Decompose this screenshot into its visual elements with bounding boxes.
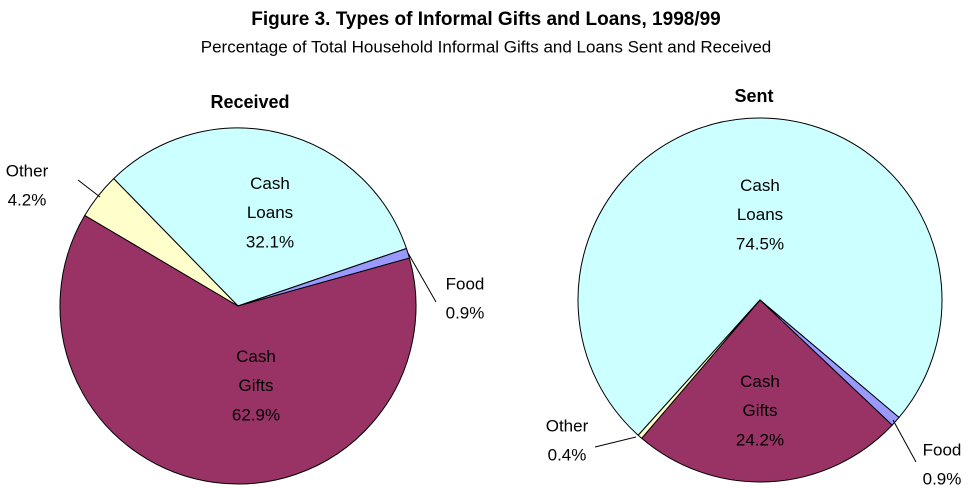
slice-label: Other [546, 416, 589, 435]
value-label: 32.1% [246, 232, 294, 251]
value-label: 0.4% [548, 445, 587, 464]
leader-line [407, 252, 437, 303]
pie-slice [112, 127, 408, 307]
slice-label: Cash Gifts [236, 347, 276, 395]
pie-slice [637, 299, 761, 439]
leader-line [77, 179, 101, 198]
chart-title: Figure 3. Types of Informal Gifts and Lo… [251, 9, 721, 30]
value-label: 74.5% [736, 234, 784, 253]
slice-label: Food [446, 274, 485, 293]
pie-title: Sent [734, 86, 773, 106]
slice-label: Food [923, 440, 962, 459]
slice-label: Cash Gifts [740, 372, 780, 420]
value-label: 0.9% [923, 469, 962, 488]
slice-label: Cash Loans [247, 174, 293, 222]
value-label: 4.2% [8, 190, 47, 209]
pie-title: Received [210, 92, 289, 112]
pie-slice [59, 214, 417, 485]
slice-label: Other [6, 161, 49, 180]
value-label: 0.9% [446, 303, 485, 322]
pie-slice [577, 117, 943, 436]
pie-slice [640, 299, 893, 483]
leader-line [892, 419, 917, 463]
slice-label: Cash Loans [737, 176, 783, 224]
value-label: 62.9% [232, 405, 280, 424]
chart-subtitle: Percentage of Total Household Informal G… [201, 37, 772, 56]
value-label: 24.2% [736, 430, 784, 449]
leader-line [594, 436, 637, 448]
